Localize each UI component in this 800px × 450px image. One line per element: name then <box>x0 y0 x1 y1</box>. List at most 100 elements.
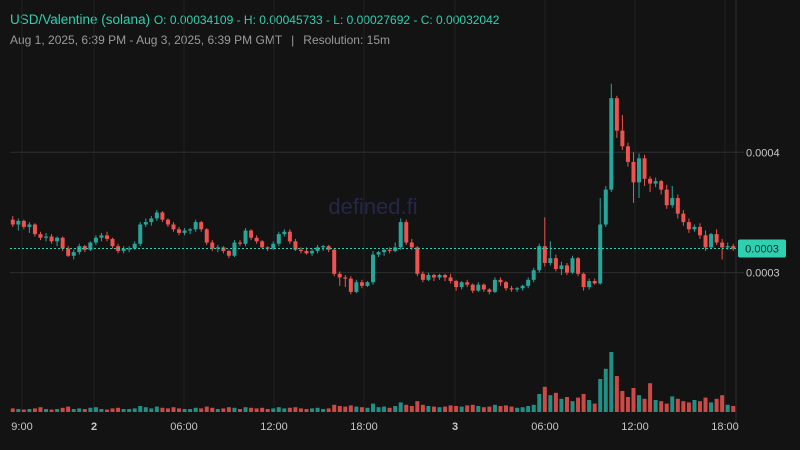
candle <box>55 236 60 247</box>
volume-bar <box>55 409 60 412</box>
candle-body <box>448 277 453 282</box>
y-axis: 0.0004 0.0003 <box>746 147 780 279</box>
candle-body <box>548 258 553 263</box>
candle <box>476 282 481 292</box>
volume-bar <box>553 392 558 412</box>
candle-body <box>193 222 198 230</box>
candle-body <box>271 243 276 249</box>
volume-bar <box>481 407 486 412</box>
candle-body <box>670 198 675 206</box>
candle <box>371 250 375 285</box>
volume-bar <box>321 409 326 412</box>
x-tick-label: 12:00 <box>621 421 649 433</box>
volume-bar <box>121 409 126 412</box>
volume-bar <box>382 406 387 412</box>
candle <box>393 242 398 253</box>
candle <box>542 217 547 267</box>
candle <box>298 247 303 254</box>
candle <box>38 231 43 241</box>
candle-body <box>398 222 403 248</box>
volume-bar <box>459 406 464 412</box>
candle-body <box>437 275 442 278</box>
volume-bar <box>420 404 425 412</box>
volume-bar <box>260 407 265 412</box>
candle <box>337 271 342 286</box>
candle-body <box>709 234 714 248</box>
title-line: USD/Valentine (solana) O: 0.00034109 - H… <box>10 11 499 29</box>
candle-body <box>542 246 547 263</box>
x-tick-label: 12:00 <box>260 421 288 433</box>
volume-bar <box>66 406 71 412</box>
candle-body <box>481 284 486 290</box>
candle <box>160 211 165 223</box>
candle <box>32 223 37 237</box>
candle <box>171 222 176 232</box>
volume-bar <box>298 408 303 412</box>
candle-body <box>282 231 287 235</box>
candle-body <box>487 289 492 292</box>
candle-body <box>681 213 686 223</box>
x-tick-label: 06:00 <box>170 421 198 433</box>
volume-bar <box>149 408 154 412</box>
candle <box>249 229 254 241</box>
candle-body <box>71 252 76 256</box>
candle-body <box>293 241 298 250</box>
candle-body <box>10 219 15 225</box>
candle-body <box>637 158 642 183</box>
volume-bar <box>110 408 115 412</box>
volume-bar <box>221 408 226 412</box>
volume-bar <box>614 376 619 412</box>
candle-body <box>226 250 231 256</box>
volume-bar <box>531 404 536 412</box>
volume-bar <box>171 407 176 412</box>
candle-body <box>49 236 54 242</box>
candle <box>44 232 49 242</box>
candle-body <box>16 220 21 225</box>
y-tick-label: 0.0003 <box>746 268 780 280</box>
volume-bar <box>188 409 193 412</box>
candle-body <box>38 234 43 238</box>
candle <box>10 216 15 227</box>
candle <box>271 241 276 250</box>
candle-body <box>731 246 736 249</box>
candle-body <box>77 246 82 253</box>
chart-header: USD/Valentine (solana) O: 0.00034109 - H… <box>10 11 499 47</box>
candle <box>243 228 248 247</box>
volume-bar <box>44 409 49 412</box>
candle <box>498 277 503 286</box>
candle <box>681 210 686 226</box>
candle <box>71 249 76 260</box>
volume-bar <box>243 407 248 412</box>
candle-body <box>243 230 248 244</box>
volume-bar <box>93 407 98 412</box>
x-tick-label: 3 <box>452 421 458 433</box>
candle-body <box>354 282 359 292</box>
candle <box>481 283 486 292</box>
candle <box>21 219 26 230</box>
candle <box>664 184 669 209</box>
volume-bar <box>625 397 630 412</box>
candle <box>193 219 198 232</box>
volume-bar <box>670 396 675 412</box>
volume-bar <box>570 401 575 412</box>
candle-body <box>387 249 392 251</box>
candle <box>509 285 514 292</box>
candle-body <box>592 281 597 284</box>
candle-body <box>426 275 431 280</box>
range-line: Aug 1, 2025, 6:39 PM - Aug 3, 2025, 6:39… <box>10 33 499 47</box>
volume-bar <box>609 352 614 412</box>
candle <box>326 244 331 253</box>
volume-bar <box>431 406 436 412</box>
volume-bar <box>237 409 242 412</box>
candle <box>459 281 464 290</box>
volume-bar <box>426 406 431 412</box>
candle-body <box>359 282 364 286</box>
candle-body <box>415 247 420 274</box>
candle-body <box>664 189 669 206</box>
candle-body <box>287 231 292 242</box>
volume-bar <box>326 408 331 412</box>
candle-body <box>149 218 154 223</box>
volume-bar <box>127 409 132 412</box>
volume-bar <box>681 401 686 412</box>
